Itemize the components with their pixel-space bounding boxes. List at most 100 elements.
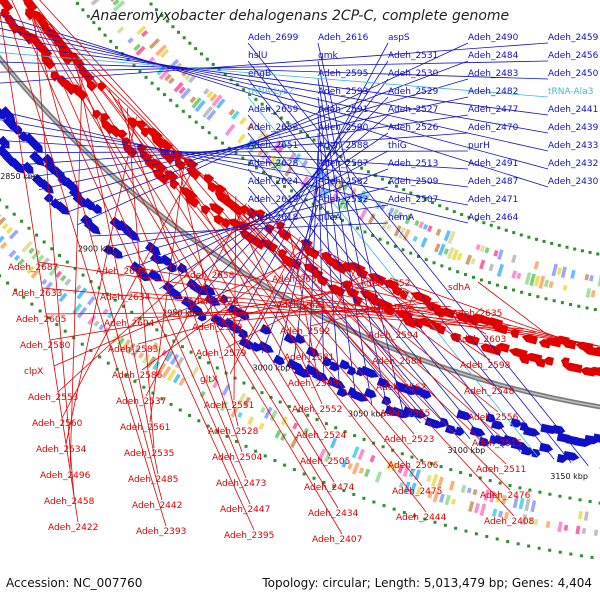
tick-dot — [334, 426, 338, 430]
tick-dot — [287, 404, 291, 408]
feature-block — [170, 58, 180, 68]
reverse-gene-label: Adeh_2603 — [456, 335, 506, 345]
tick-dot — [58, 253, 62, 257]
forward-gene-arrow — [238, 336, 257, 350]
feature-block — [530, 500, 537, 513]
tick-dot — [449, 468, 453, 472]
forward-gene-arrow — [381, 395, 392, 406]
feature-block — [188, 75, 196, 84]
tick-dot — [402, 188, 406, 192]
feature-block — [479, 503, 487, 516]
forward-gene-arrow — [0, 145, 13, 162]
forward-gene-label: Adeh_2490 — [468, 33, 519, 43]
feature-block — [164, 73, 172, 82]
reverse-gene-label: Adeh_2626 — [364, 305, 415, 315]
feature-block — [444, 494, 451, 506]
reverse-gene-arrow — [560, 357, 570, 367]
feature-block — [138, 352, 145, 359]
feature-block — [109, 0, 117, 2]
tick-dot — [590, 555, 594, 559]
feature-block — [581, 527, 587, 534]
reverse-gene-arrow — [480, 343, 492, 353]
tick-dot — [299, 129, 303, 133]
accession-text: Accession: NC_007760 — [6, 576, 143, 590]
feature-block — [269, 409, 278, 421]
scale-label: 3150 kbp — [550, 472, 588, 481]
forward-gene-arrow — [272, 354, 285, 366]
tick-dot — [558, 550, 562, 554]
reverse-leader-line — [48, 23, 423, 487]
feature-block — [479, 259, 486, 270]
tick-dot — [113, 298, 117, 302]
feature-block — [431, 473, 439, 487]
tick-dot — [569, 552, 573, 556]
forward-gene-arrow — [3, 115, 19, 132]
feature-block — [112, 0, 120, 6]
feature-block — [159, 48, 170, 59]
feature-block — [72, 284, 82, 295]
tick-dot — [0, 274, 2, 278]
tick-dot — [130, 310, 134, 314]
forward-leader-line — [0, 61, 549, 80]
forward-leader-line — [247, 132, 504, 449]
feature-block — [516, 272, 522, 280]
forward-leader-line — [77, 42, 469, 226]
forward-gene-label: Adeh_2624 — [248, 177, 299, 187]
tick-dot — [30, 302, 34, 306]
forward-leader-line — [247, 78, 555, 460]
reverse-gene-label: clpX — [24, 367, 43, 377]
reverse-gene-arrow — [538, 339, 552, 349]
tick-dot — [171, 25, 175, 29]
reverse-leader-line — [174, 149, 239, 427]
forward-gene-arrow — [257, 340, 274, 354]
feature-block — [155, 44, 167, 57]
feature-block — [529, 273, 536, 287]
tick-dot — [273, 111, 277, 115]
forward-gene-label: Adeh_2653 — [248, 123, 298, 133]
feature-block — [28, 247, 35, 255]
reverse-leader-line — [149, 157, 186, 423]
feature-block — [590, 290, 596, 298]
tick-dot — [312, 138, 316, 142]
feature-block — [274, 429, 282, 439]
tick-dot — [372, 441, 376, 445]
reverse-gene-label: Adeh_2687 — [8, 263, 58, 273]
feature-block — [268, 155, 278, 167]
forward-gene-arrow — [336, 386, 348, 397]
tick-dot — [439, 465, 443, 469]
tick-dot — [362, 496, 366, 500]
tick-dot — [126, 58, 130, 62]
tick-dot — [175, 104, 179, 108]
reverse-gene-arrow — [278, 249, 288, 259]
tick-dot — [353, 162, 357, 166]
feature-block — [443, 248, 449, 255]
feature-block — [412, 235, 418, 242]
tick-dot — [360, 166, 364, 170]
reverse-leader-line — [133, 305, 451, 319]
reverse-leader-line — [31, 0, 427, 513]
map-title: Anaeromyxobacter dehalogenans 2CP-C, com… — [90, 8, 510, 24]
feature-block — [435, 228, 442, 236]
tick-dot — [542, 239, 546, 243]
tick-dot — [0, 198, 2, 202]
tick-dot — [443, 523, 447, 527]
feature-block — [357, 448, 365, 461]
forward-leader-line — [0, 110, 469, 224]
feature-block — [21, 240, 33, 253]
forward-gene-arrow — [384, 405, 399, 417]
tick-dot — [5, 205, 9, 209]
tick-dot — [86, 14, 90, 18]
tick-dot — [254, 97, 258, 101]
tick-dot — [133, 379, 137, 383]
reverse-gene-label: Adeh_2407 — [312, 535, 362, 545]
forward-leader-line — [0, 14, 549, 188]
tick-dot — [448, 267, 452, 271]
tick-dot — [169, 98, 173, 102]
tick-dot — [292, 468, 296, 472]
feature-block — [432, 490, 440, 503]
tick-dot — [42, 240, 46, 244]
tick-dot — [306, 413, 310, 417]
reverse-leader-line — [126, 107, 155, 449]
forward-gene-label: Adeh_2483 — [468, 69, 518, 79]
feature-block — [152, 360, 161, 371]
